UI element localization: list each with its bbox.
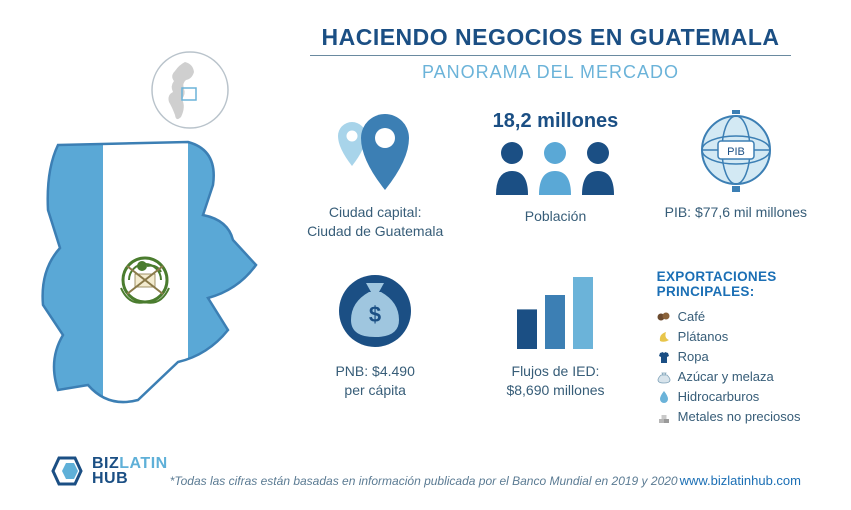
population-headline: 18,2 millones [470,110,640,133]
text: per cápita [344,382,405,398]
export-item: Azúcar y melaza [657,367,821,387]
text: $8,690 millones [506,382,604,398]
export-label: Azúcar y melaza [678,367,774,387]
coffee-icon [657,310,671,324]
population-label: Población [470,207,640,226]
stat-capital-label: Ciudad capital: Ciudad de Guatemala [290,203,460,241]
stat-capital: Ciudad capital: Ciudad de Guatemala [290,110,460,241]
exports-title: EXPORTACIONES PRINCIPALES: [657,269,821,299]
fdi-label: Flujos de IED: $8,690 millones [470,362,640,400]
stat-population: 18,2 millones Población [470,110,640,241]
export-item: Café [657,307,821,327]
text: Flujos de IED: [512,363,600,379]
metal-icon [657,411,671,425]
export-item: Ropa [657,347,821,367]
globe-pib-icon: PIB [651,110,821,195]
page-subtitle: PANORAMA DEL MERCADO [310,62,791,83]
logo-text: BIZLATIN HUB [92,456,168,486]
text: PNB: $4.490 [335,363,414,379]
export-label: Café [678,307,705,327]
page-title: HACIENDO NEGOCIOS EN GUATEMALA [310,24,791,51]
export-label: Plátanos [678,327,729,347]
stat-fdi: Flujos de IED: $8,690 millones [470,269,640,428]
oil-icon [657,390,671,404]
sugar-icon [657,370,671,384]
people-icon [470,139,640,199]
svg-text:$: $ [369,302,381,327]
bizlatinhub-logo: BIZLATIN HUB [50,454,168,488]
text: Ciudad capital: [329,204,422,220]
export-item: Metales no preciosos [657,407,821,427]
stat-gdp: PIB PIB: $77,6 mil millones [651,110,821,241]
footnote: *Todas las cifras están basadas en infor… [168,474,680,488]
bar-chart-icon [470,269,640,354]
pib-badge-text: PIB [727,146,745,158]
shirt-icon [657,350,671,364]
export-item: Plátanos [657,327,821,347]
text: HUB [92,470,128,487]
gdp-label: PIB: $77,6 mil millones [651,203,821,222]
text: Ciudad de Guatemala [307,223,443,239]
globe-inset-icon [150,50,230,130]
header: HACIENDO NEGOCIOS EN GUATEMALA PANORAMA … [310,24,791,83]
exports-list: CaféPlátanosRopaAzúcar y melazaHidrocarb… [657,307,821,428]
export-label: Ropa [678,347,709,367]
guatemala-map-icon [18,130,273,430]
divider [310,55,791,56]
pin-icon [290,110,460,195]
export-label: Hidrocarburos [678,387,760,407]
banana-icon [657,330,671,344]
stat-exports: EXPORTACIONES PRINCIPALES: CaféPlátanosR… [651,269,821,428]
export-item: Hidrocarburos [657,387,821,407]
export-label: Metales no preciosos [678,407,801,427]
stats-grid: Ciudad capital: Ciudad de Guatemala 18,2… [290,110,821,428]
footer: BIZLATIN HUB *Todas las cifras están bas… [50,454,801,488]
money-bag-icon: $ [290,269,460,354]
stat-gnp: $ PNB: $4.490 per cápita [290,269,460,428]
gnp-label: PNB: $4.490 per cápita [290,362,460,400]
logo-mark-icon [50,454,84,488]
footer-url: www.bizlatinhub.com [680,473,801,488]
